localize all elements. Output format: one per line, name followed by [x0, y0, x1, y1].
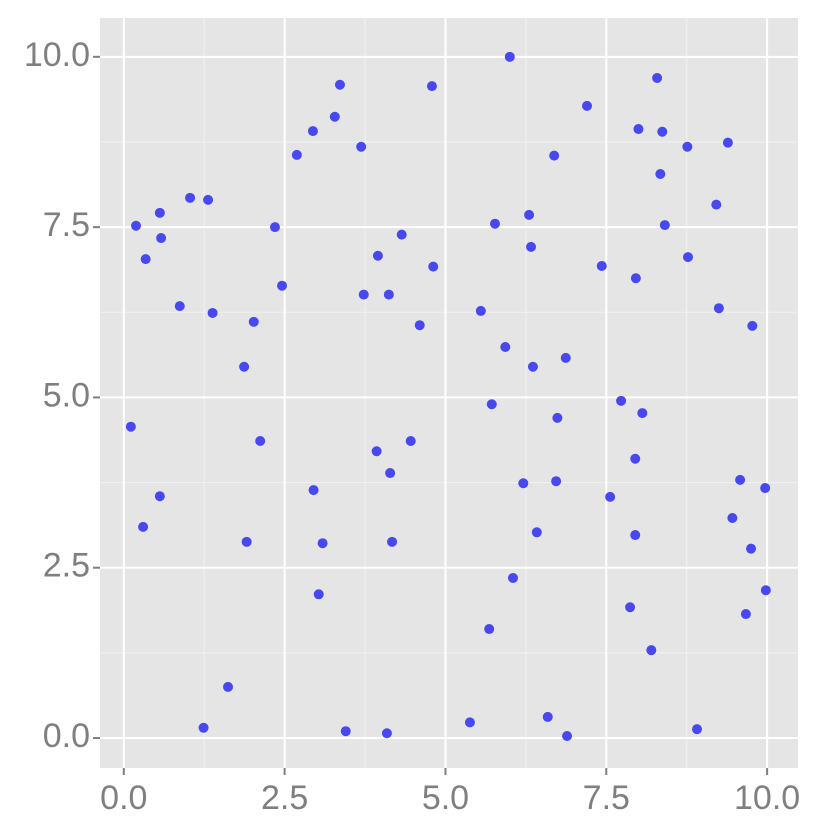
point [630, 273, 641, 284]
point [746, 543, 757, 554]
point [711, 199, 722, 210]
point [372, 250, 383, 261]
point [630, 530, 641, 541]
point [174, 301, 185, 312]
point [241, 536, 252, 547]
point [727, 513, 738, 523]
point [329, 111, 340, 122]
point [637, 408, 648, 419]
point [630, 453, 641, 464]
point [560, 352, 571, 363]
point [426, 81, 437, 92]
panel [100, 18, 798, 768]
point [356, 141, 367, 152]
point [713, 303, 724, 314]
point [239, 361, 250, 372]
point [185, 192, 196, 203]
y-tick-label: 5.0 [43, 376, 90, 414]
point [248, 316, 259, 327]
point [269, 222, 280, 233]
x-tick-label: 0.0 [100, 779, 147, 817]
point [308, 485, 319, 496]
point [428, 261, 439, 272]
y-tick-label: 10.0 [24, 36, 90, 74]
point [291, 149, 302, 160]
point [691, 724, 702, 735]
point [508, 572, 519, 583]
point [655, 168, 666, 179]
point [542, 711, 553, 722]
point [125, 421, 136, 432]
point [313, 589, 324, 600]
x-tick-label: 7.5 [583, 779, 630, 817]
point [646, 645, 657, 656]
point [652, 72, 663, 83]
point [156, 233, 167, 244]
point [154, 207, 165, 218]
point [633, 124, 644, 135]
point [760, 483, 771, 494]
point [605, 491, 616, 502]
point [526, 241, 537, 252]
point [405, 436, 416, 447]
point [518, 478, 529, 489]
point [154, 491, 165, 502]
point [223, 681, 234, 692]
point [682, 141, 693, 152]
point [396, 229, 407, 240]
point [549, 150, 560, 161]
point [489, 218, 500, 229]
point [138, 521, 149, 532]
point [740, 609, 751, 620]
point [562, 730, 573, 741]
point [414, 320, 425, 331]
point [475, 305, 486, 316]
point [203, 194, 214, 205]
point [383, 289, 394, 300]
point [207, 307, 218, 318]
point [625, 602, 636, 613]
x-tick-label: 5.0 [422, 779, 469, 817]
y-tick-label: 2.5 [43, 547, 90, 585]
point [657, 126, 668, 137]
point [381, 728, 392, 739]
point [551, 476, 562, 487]
point [340, 726, 351, 737]
y-tick-label: 0.0 [43, 717, 90, 755]
point [334, 79, 345, 90]
point [552, 412, 563, 423]
point [747, 320, 758, 331]
point [524, 209, 535, 220]
point [500, 342, 511, 353]
point [307, 126, 318, 137]
point [358, 289, 369, 300]
point [484, 624, 495, 635]
point [596, 260, 607, 271]
point [616, 395, 627, 406]
point [760, 585, 771, 596]
point [504, 51, 515, 62]
point [317, 538, 328, 549]
point [385, 468, 396, 479]
point [581, 100, 592, 111]
point [198, 722, 209, 733]
point [486, 399, 497, 410]
point [387, 536, 398, 547]
point [531, 527, 542, 538]
point [464, 717, 475, 728]
point [722, 137, 733, 148]
point [371, 446, 382, 457]
point [131, 220, 142, 231]
x-tick-label: 10.0 [734, 779, 800, 817]
point [659, 220, 670, 231]
x-tick-label: 2.5 [261, 779, 308, 817]
point [527, 361, 538, 372]
point [682, 252, 693, 263]
point [277, 280, 288, 291]
point [255, 436, 266, 447]
point [735, 474, 746, 485]
point [140, 254, 151, 265]
y-tick-label: 7.5 [43, 206, 90, 244]
